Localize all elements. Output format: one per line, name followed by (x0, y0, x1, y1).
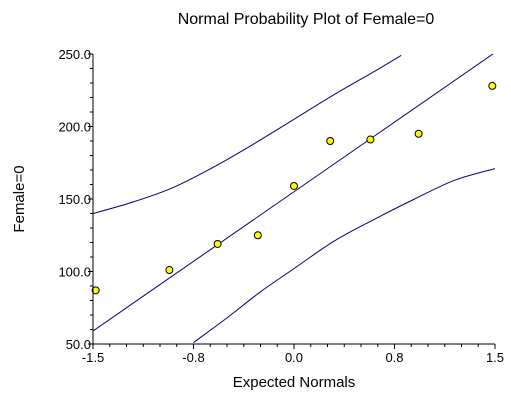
confidence-band (93, 54, 495, 344)
data-point (213, 239, 222, 248)
y-axis-label: Female=0 (11, 165, 28, 232)
plot-area (91, 54, 497, 344)
data-points (91, 81, 497, 295)
lower-confidence-curve (193, 168, 495, 344)
data-point (253, 231, 262, 240)
data-point (290, 181, 298, 190)
y-tick-label: 50.0 (66, 337, 91, 352)
x-tick-label: 0.0 (285, 350, 303, 365)
y-axis-ticks: 50.0 100.0 150.0 200.0 250.0 (58, 47, 93, 352)
x-tick-label: 1.5 (486, 350, 504, 365)
data-point (488, 81, 497, 90)
reference-line (93, 54, 494, 332)
data-point (326, 137, 335, 145)
x-tick-label: -1.5 (82, 350, 104, 365)
y-tick-label: 250.0 (58, 47, 91, 62)
chart-title: Normal Probability Plot of Female=0 (178, 11, 435, 28)
y-tick-label: 100.0 (58, 265, 91, 280)
y-tick-label: 150.0 (58, 192, 91, 207)
x-tick-label: -0.8 (182, 350, 204, 365)
data-point (414, 129, 423, 138)
data-point (91, 286, 100, 295)
axes (92, 54, 495, 345)
plot-frame (93, 54, 495, 344)
data-point (366, 135, 375, 144)
upper-confidence-curve (93, 54, 402, 214)
x-tick-label: 0.8 (385, 350, 403, 365)
data-point (165, 266, 174, 275)
x-axis-ticks: -1.5 -0.8 0.0 0.8 1.5 (82, 344, 504, 365)
reference-line-group (93, 54, 494, 332)
y-tick-label: 200.0 (58, 120, 91, 135)
x-axis-label: Expected Normals (233, 374, 356, 391)
